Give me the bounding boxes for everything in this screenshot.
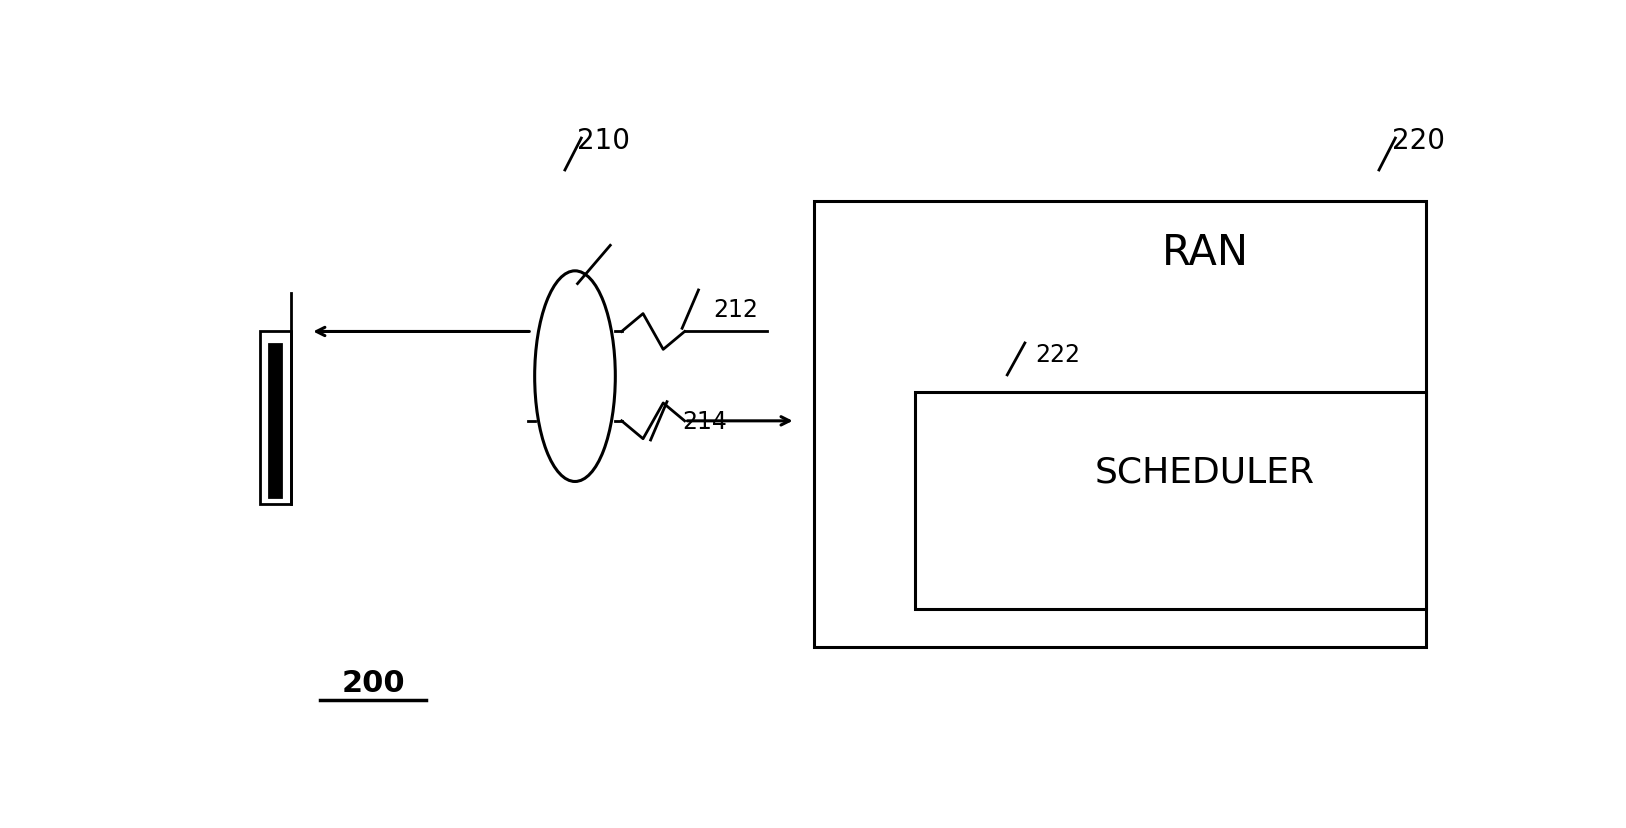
Bar (260, 332, 291, 504)
Text: 222: 222 (1036, 343, 1080, 366)
Text: 200: 200 (341, 668, 405, 697)
Text: 212: 212 (714, 298, 758, 322)
Bar (815, 201, 1426, 647)
Bar (915, 392, 1426, 609)
Bar (268, 344, 281, 498)
Text: SCHEDULER: SCHEDULER (1094, 455, 1315, 489)
Text: 210: 210 (577, 127, 631, 155)
Text: 220: 220 (1392, 127, 1444, 155)
Text: RAN: RAN (1161, 231, 1249, 273)
Text: 214: 214 (683, 409, 727, 433)
